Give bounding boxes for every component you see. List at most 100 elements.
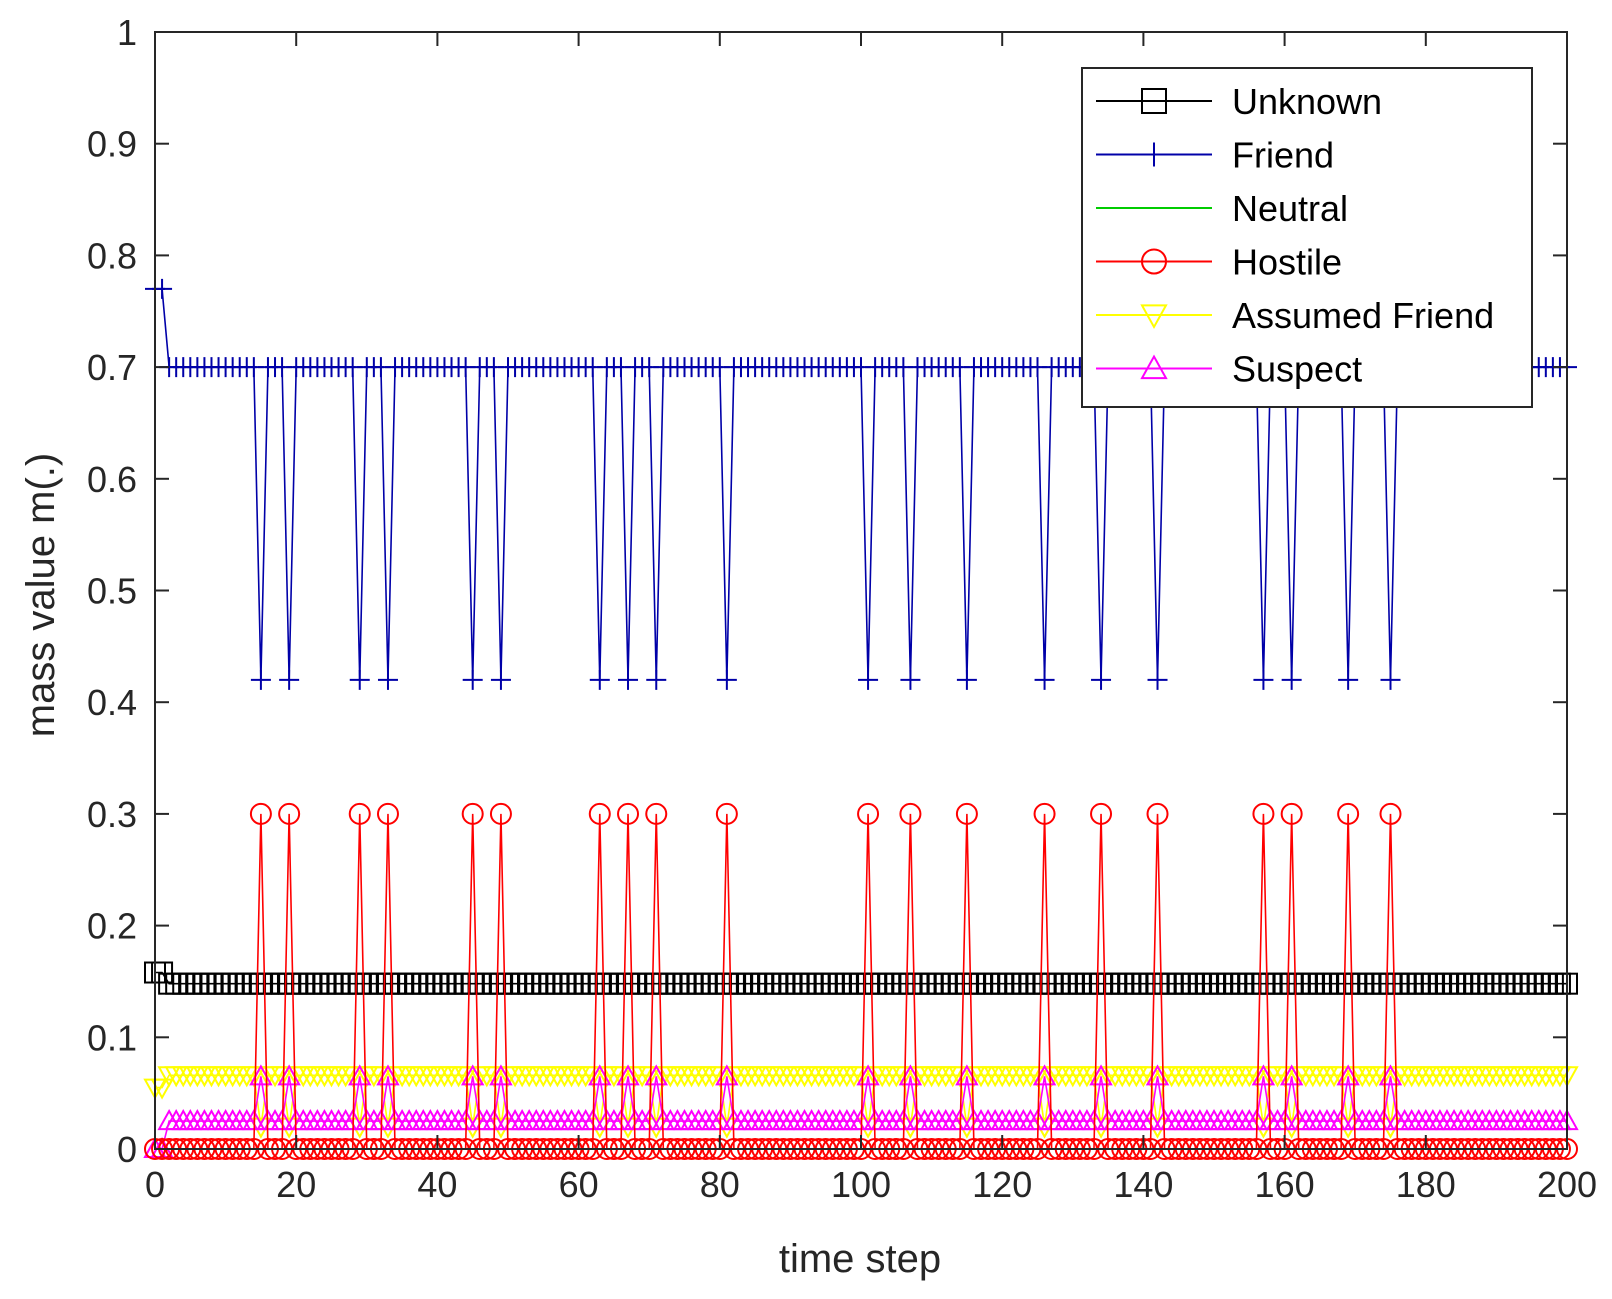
data-point-hostile xyxy=(617,802,640,825)
data-point-friend xyxy=(618,669,639,690)
data-point-hostile xyxy=(955,802,978,825)
data-point-hostile xyxy=(489,802,512,825)
data-point-hostile xyxy=(278,802,301,825)
legend-label-suspect: Suspect xyxy=(1232,349,1362,390)
data-point-assumed-friend xyxy=(482,1066,506,1088)
data-point-assumed-friend xyxy=(637,1066,661,1088)
data-point-hostile xyxy=(1033,802,1056,825)
data-point-assumed-friend xyxy=(453,1066,478,1088)
legend-entry-suspect: Suspect xyxy=(1096,349,1362,390)
x-tick-label: 40 xyxy=(417,1164,457,1205)
series-markers-assumed-friend xyxy=(143,1066,1579,1139)
y-tick-label: 0.7 xyxy=(87,347,137,388)
x-tick-label: 0 xyxy=(145,1164,165,1205)
legend-marker-friend xyxy=(1142,142,1166,167)
data-point-hostile xyxy=(376,802,399,825)
legend-entry-neutral: Neutral xyxy=(1096,188,1348,229)
data-point-assumed-friend xyxy=(609,1066,633,1088)
legend-marker-hostile xyxy=(1141,248,1167,275)
data-point-friend xyxy=(858,669,879,690)
x-tick-label: 80 xyxy=(700,1164,740,1205)
y-tick-label: 0.8 xyxy=(87,235,137,276)
data-point-assumed-friend xyxy=(948,1066,972,1088)
data-point-hostile xyxy=(1337,802,1360,825)
y-axis-label: mass value m(.) xyxy=(19,453,63,738)
legend-marker-assumed-friend xyxy=(1140,304,1168,330)
legend-label-hostile: Hostile xyxy=(1232,242,1342,283)
x-tick-label: 120 xyxy=(972,1164,1032,1205)
data-point-hostile xyxy=(645,802,668,825)
data-point-assumed-friend xyxy=(581,1066,605,1088)
legend-label-assumed-friend: Assumed Friend xyxy=(1232,295,1494,336)
legend-label-neutral: Neutral xyxy=(1232,188,1348,229)
y-tick-label: 0.1 xyxy=(87,1017,137,1058)
axes-layer: 0 20 40 60 80 100 120 140 160 180 200 0 0.1 0.2 0.3 0.4… xyxy=(87,12,1597,1205)
data-point-hostile xyxy=(461,802,484,825)
series-assumed-friend xyxy=(143,1066,1579,1139)
legend-label-friend: Friend xyxy=(1232,135,1334,176)
y-tick-label: 0.6 xyxy=(87,459,137,500)
y-tick-label: 0.2 xyxy=(87,906,137,947)
x-tick-label: 180 xyxy=(1396,1164,1456,1205)
data-point-friend xyxy=(716,669,737,690)
data-point-hostile xyxy=(588,802,611,825)
data-point-friend xyxy=(490,669,511,690)
data-point-assumed-friend xyxy=(1329,1066,1353,1088)
x-tick-label: 100 xyxy=(831,1164,891,1205)
data-point-friend xyxy=(646,669,667,690)
data-point-friend xyxy=(900,669,921,690)
data-point-assumed-friend xyxy=(891,1066,916,1088)
legend-entry-assumed-friend: Assumed Friend xyxy=(1096,295,1494,336)
legend-entry-hostile: Hostile xyxy=(1096,242,1342,283)
y-tick-label: 0.5 xyxy=(87,571,137,612)
data-point-hostile xyxy=(1252,802,1275,825)
y-tick-label: 0.3 xyxy=(87,794,137,835)
y-tick-label: 0 xyxy=(117,1129,137,1170)
x-tick-label: 140 xyxy=(1113,1164,1173,1205)
data-point-hostile xyxy=(715,802,738,825)
data-point-friend xyxy=(589,669,610,690)
data-point-hostile xyxy=(857,802,880,825)
data-point-friend xyxy=(956,669,977,690)
x-axis-label: time step xyxy=(779,1237,941,1281)
data-point-assumed-friend xyxy=(369,1066,393,1088)
data-point-assumed-friend xyxy=(1082,1066,1106,1088)
data-point-hostile xyxy=(1146,802,1169,825)
x-tick-label: 20 xyxy=(276,1164,316,1205)
data-point-assumed-friend xyxy=(1244,1066,1269,1088)
data-point-friend xyxy=(377,669,398,690)
data-point-hostile xyxy=(899,802,922,825)
x-tick-label: 60 xyxy=(559,1164,599,1205)
data-point-friend xyxy=(349,669,370,690)
data-point-friend xyxy=(1147,669,1168,690)
legend-label-unknown: Unknown xyxy=(1232,81,1382,122)
data-point-friend xyxy=(1091,669,1112,690)
data-point-assumed-friend xyxy=(1025,1066,1050,1088)
x-tick-label: 200 xyxy=(1537,1164,1597,1205)
legend-entry-friend: Friend xyxy=(1096,135,1334,176)
data-point-assumed-friend xyxy=(150,1078,174,1100)
data-point-friend xyxy=(462,669,483,690)
data-point-friend xyxy=(250,669,271,690)
legend-marker-suspect xyxy=(1140,354,1168,380)
legend-box xyxy=(1081,67,1533,408)
data-point-assumed-friend xyxy=(708,1066,732,1088)
legend-entry-unknown: Unknown xyxy=(1096,81,1382,122)
data-point-unknown xyxy=(151,961,174,984)
data-point-assumed-friend xyxy=(849,1066,873,1088)
legend-marker-unknown xyxy=(1141,88,1167,114)
data-point-assumed-friend xyxy=(340,1066,365,1088)
x-tick-label: 160 xyxy=(1255,1164,1315,1205)
y-tick-label: 1 xyxy=(117,12,137,53)
data-point-assumed-friend xyxy=(270,1066,294,1088)
data-point-friend xyxy=(1034,669,1055,690)
legend: Unknown Friend Neutral Hostile Assumed Frien… xyxy=(1081,67,1533,408)
y-tick-label: 0.4 xyxy=(87,682,137,723)
data-point-hostile xyxy=(1379,802,1402,825)
data-point-hostile xyxy=(249,802,272,825)
data-point-assumed-friend xyxy=(242,1066,266,1088)
data-point-friend xyxy=(1380,669,1401,690)
data-point-assumed-friend xyxy=(1272,1066,1297,1088)
data-point-assumed-friend xyxy=(1371,1066,1396,1088)
